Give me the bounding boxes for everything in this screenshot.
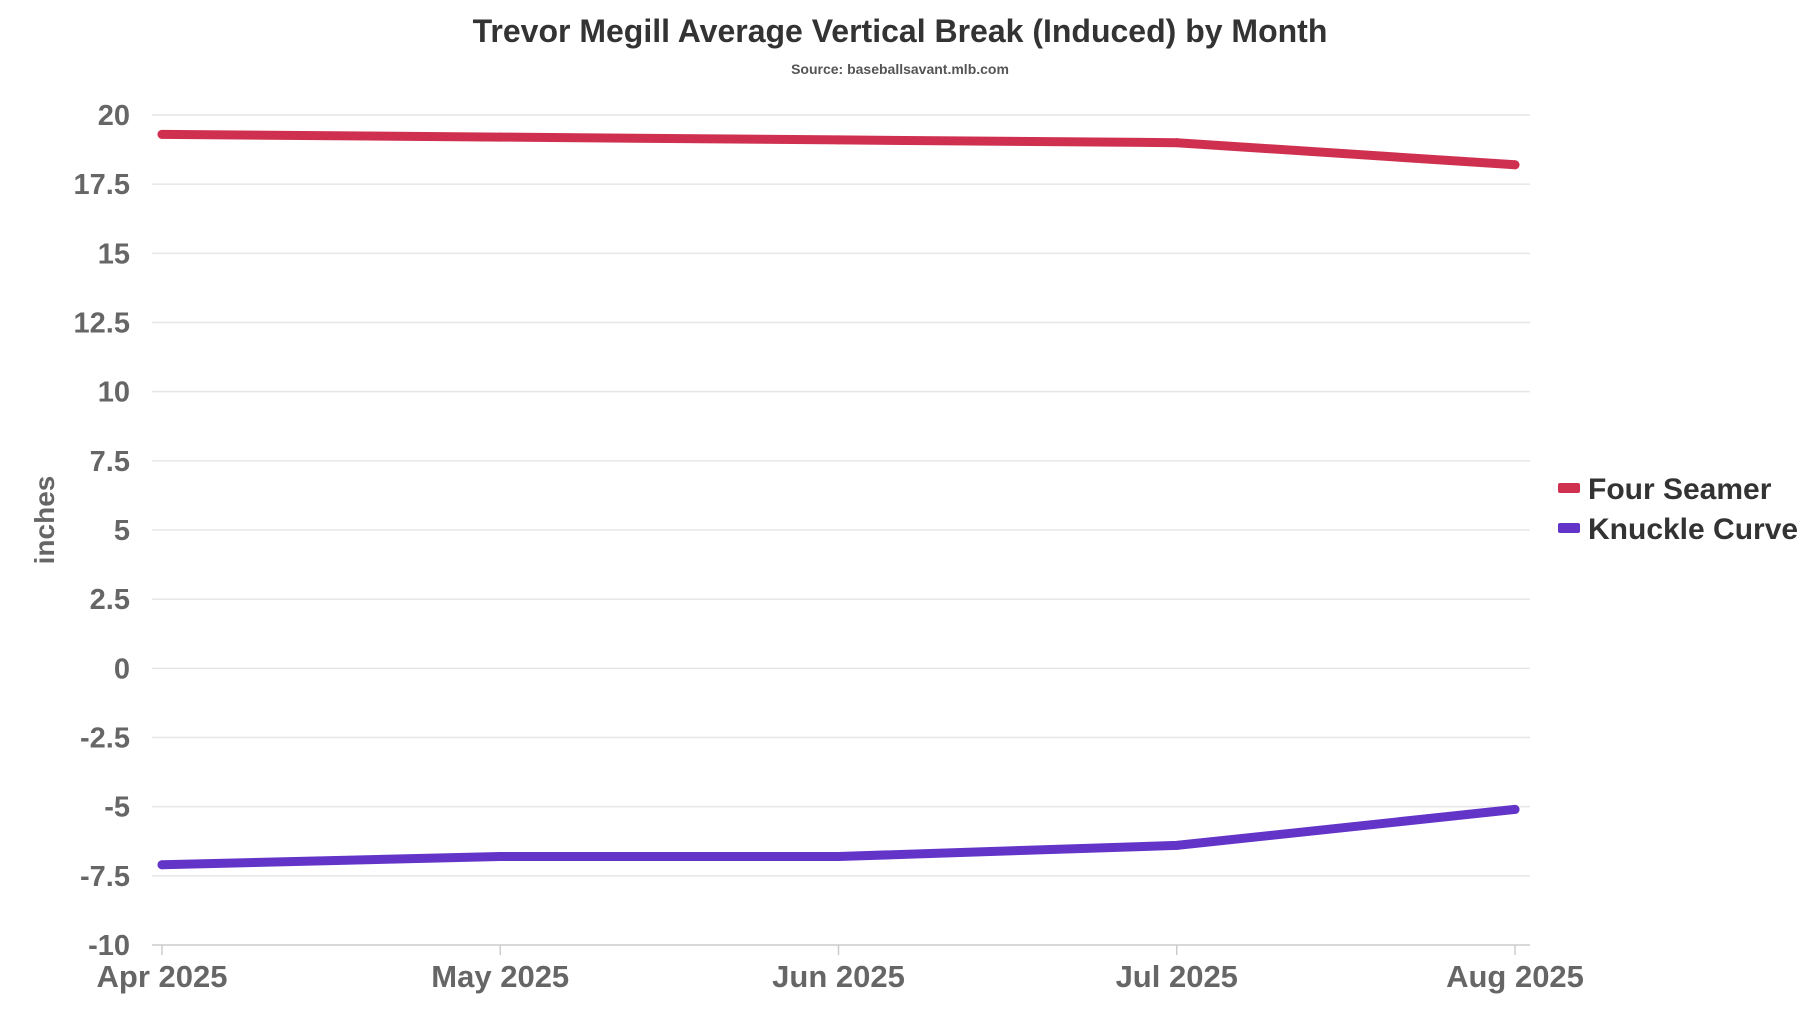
x-axis-ticks: Apr 2025 May 2025 Jun 2025 Jul 2025 Aug 2025	[97, 945, 1584, 994]
data-point-four-seamer[interactable]	[157, 129, 167, 139]
legend-label-knuckle-curve[interactable]: Knuckle Curve	[1588, 513, 1798, 546]
data-point-knuckle-curve[interactable]	[157, 860, 167, 870]
data-point-four-seamer[interactable]	[834, 135, 843, 145]
y-tick-label: 5	[114, 515, 130, 547]
y-tick-label: 17.5	[74, 169, 130, 201]
data-point-knuckle-curve[interactable]	[1172, 840, 1182, 850]
data-point-four-seamer[interactable]	[1172, 138, 1182, 148]
y-tick-label: 20	[98, 100, 130, 132]
y-tick-label: -7.5	[80, 861, 130, 893]
y-axis-label: inches	[29, 476, 60, 565]
y-tick-label: -5	[104, 792, 130, 824]
data-point-four-seamer[interactable]	[1510, 160, 1520, 170]
y-tick-label: 15	[98, 238, 130, 270]
x-tick-label: Jul 2025	[1116, 959, 1238, 994]
series-layer	[157, 129, 1520, 870]
y-tick-label: 10	[98, 377, 130, 409]
legend[interactable]: Four Seamer Knuckle Curve	[1558, 473, 1798, 546]
y-tick-label: 7.5	[90, 446, 130, 478]
y-tick-label: -2.5	[80, 723, 130, 755]
x-tick-label: Aug 2025	[1446, 959, 1584, 994]
x-tick-label: Jun 2025	[772, 959, 905, 994]
data-point-four-seamer[interactable]	[495, 132, 505, 142]
chart-subtitle: Source: baseballsavant.mlb.com	[791, 61, 1009, 77]
legend-swatch-four-seamer	[1558, 483, 1580, 493]
y-tick-label: -10	[88, 930, 130, 962]
data-point-knuckle-curve[interactable]	[834, 851, 843, 861]
legend-swatch-knuckle-curve	[1558, 523, 1580, 533]
y-tick-label: 12.5	[74, 308, 130, 340]
y-tick-label: 2.5	[90, 584, 130, 616]
legend-label-four-seamer[interactable]: Four Seamer	[1588, 473, 1772, 506]
y-axis-ticks: 20 17.5 15 12.5 10 7.5 5 2.5 0 -2.5 -5 -7.5 -10	[74, 100, 130, 962]
chart-title: Trevor Megill Average Vertical Break (In…	[473, 13, 1328, 49]
data-point-knuckle-curve[interactable]	[495, 851, 505, 861]
grid-layer	[152, 114, 1530, 946]
x-tick-label: May 2025	[431, 959, 569, 994]
y-tick-label: 0	[114, 653, 130, 685]
data-point-knuckle-curve[interactable]	[1510, 804, 1520, 814]
x-tick-label: Apr 2025	[97, 959, 228, 994]
